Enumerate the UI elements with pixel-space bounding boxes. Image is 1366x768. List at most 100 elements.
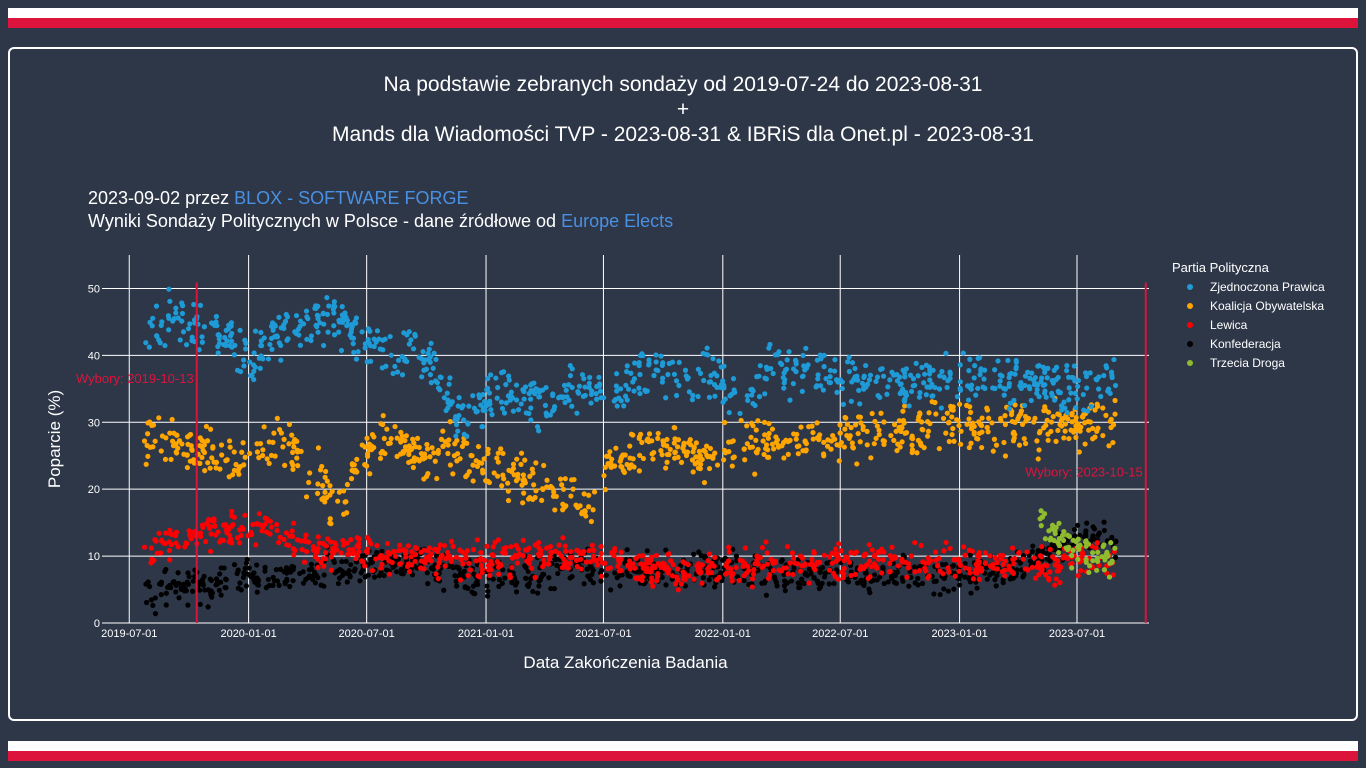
y-tick-label: 40 <box>88 350 100 362</box>
poll-point <box>573 557 580 564</box>
poll-point <box>238 532 244 539</box>
poll-point <box>567 363 573 369</box>
poll-point <box>832 357 838 363</box>
poll-point <box>762 391 768 397</box>
poll-point <box>385 440 392 447</box>
poll-point <box>267 341 273 348</box>
poll-point <box>495 459 501 465</box>
poll-point <box>830 432 836 439</box>
chart-frame <box>8 47 1358 721</box>
poll-point <box>257 365 263 371</box>
poll-point <box>901 398 908 405</box>
poll-point <box>225 326 232 332</box>
poll-point <box>166 315 172 321</box>
poll-point <box>473 458 479 464</box>
poll-point <box>520 553 526 559</box>
poll-point <box>608 587 614 593</box>
poll-point <box>581 491 587 497</box>
poll-point <box>414 435 421 441</box>
poll-point <box>485 478 491 484</box>
poll-point <box>872 572 878 578</box>
poll-point <box>295 326 301 332</box>
poll-point <box>748 434 754 440</box>
poll-point <box>330 545 336 552</box>
y-tick-label: 50 <box>88 283 100 295</box>
subtitle-line-1: 2023-09-02 przez BLOX - SOFTWARE FORGE <box>88 188 468 209</box>
poll-point <box>247 373 254 379</box>
poll-point <box>869 410 875 417</box>
poll-point <box>476 574 482 580</box>
poll-point <box>1066 385 1072 391</box>
poll-point <box>582 384 588 390</box>
poll-point <box>381 572 387 579</box>
poll-point <box>290 449 296 455</box>
poll-point <box>567 373 574 379</box>
poll-point <box>440 443 446 449</box>
poll-point <box>499 483 505 489</box>
poll-point <box>905 565 912 571</box>
poll-point <box>799 576 805 582</box>
poll-point <box>886 569 892 575</box>
poll-point <box>594 383 600 390</box>
poll-point <box>770 567 776 574</box>
poll-point <box>532 494 538 501</box>
poll-point <box>166 327 172 333</box>
poll-point <box>374 328 381 334</box>
poll-point <box>226 438 233 444</box>
poll-point <box>977 372 983 378</box>
poll-point <box>515 471 521 477</box>
poll-point <box>424 570 430 576</box>
poll-point <box>630 432 636 438</box>
poll-point <box>163 602 169 608</box>
poll-point <box>202 587 208 593</box>
poll-point <box>575 389 581 395</box>
poll-point <box>820 451 827 457</box>
poll-point <box>1035 548 1041 554</box>
poll-point <box>523 564 529 570</box>
poll-point <box>581 581 587 587</box>
poll-point <box>849 440 855 446</box>
poll-point <box>303 308 310 314</box>
poll-point <box>213 313 219 320</box>
poll-point <box>513 589 520 595</box>
poll-point <box>841 444 847 450</box>
poll-point <box>513 478 519 484</box>
poll-point <box>791 431 797 437</box>
poll-point <box>984 424 990 431</box>
poll-point <box>616 395 622 401</box>
poll-point <box>505 488 511 494</box>
poll-point <box>705 352 711 358</box>
poll-point <box>1030 543 1036 549</box>
poll-point <box>329 488 335 494</box>
poll-point <box>1034 386 1040 393</box>
poll-point <box>913 360 919 366</box>
poll-point <box>697 570 703 576</box>
poll-point <box>489 561 495 567</box>
poll-point <box>484 543 490 549</box>
poll-point <box>237 327 243 333</box>
poll-point <box>404 358 410 365</box>
author-link[interactable]: BLOX - SOFTWARE FORGE <box>234 188 469 208</box>
poll-point <box>141 438 148 444</box>
poll-point <box>927 367 933 374</box>
poll-point <box>431 450 437 456</box>
poll-point <box>1018 408 1025 414</box>
poll-point <box>484 583 490 589</box>
poll-point <box>663 547 669 553</box>
poll-point <box>161 540 167 546</box>
poll-point <box>543 384 549 391</box>
poll-point <box>868 455 874 461</box>
poll-point <box>167 298 173 304</box>
poll-point <box>681 440 687 446</box>
poll-point <box>185 326 192 332</box>
poll-point <box>1094 567 1100 573</box>
poll-point <box>966 444 972 451</box>
poll-point <box>850 445 857 451</box>
poll-point <box>797 584 803 590</box>
poll-point <box>753 437 759 443</box>
poll-point <box>958 428 964 434</box>
source-link[interactable]: Europe Elects <box>561 211 674 231</box>
poll-point <box>229 523 235 529</box>
poll-point <box>574 410 580 416</box>
poll-point <box>259 528 265 534</box>
